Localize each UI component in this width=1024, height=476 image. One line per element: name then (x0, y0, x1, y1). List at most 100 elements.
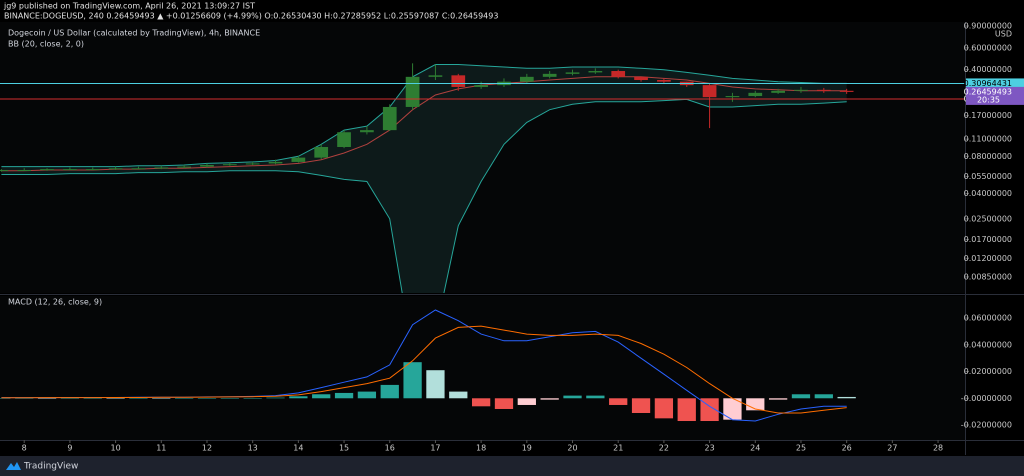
candle-body (85, 169, 100, 171)
ticker: BINANCE:DOGEUSD, 240 0.26459493 ▲ +0.012… (4, 12, 498, 21)
histogram-bar (106, 398, 125, 399)
candle-body (839, 90, 854, 92)
histogram-bar (289, 396, 308, 399)
x-tick-label: 20 (567, 444, 577, 453)
x-tick-label: 25 (796, 444, 806, 453)
histogram-bar (768, 398, 788, 400)
y-tick-label: 0.04000000 (964, 340, 1012, 349)
y-tick-label: 0.02500000 (964, 214, 1012, 223)
candle-body (611, 71, 626, 77)
macd-panel (0, 296, 965, 440)
footer-bar (0, 456, 1024, 476)
histogram-bar (129, 398, 148, 399)
x-tick-label: 15 (339, 444, 349, 453)
histogram-bar (334, 392, 354, 399)
histogram-bar (312, 394, 331, 399)
candle-body (222, 164, 237, 166)
histogram-bar (403, 362, 422, 399)
last-price-label: 0.26459493 (964, 87, 1012, 96)
histogram-bar (266, 397, 285, 399)
y-tick-label: 0.06000000 (964, 314, 1012, 323)
y-tick-label: 0.00850000 (964, 272, 1012, 281)
series-line (1, 98, 847, 293)
candle-body (63, 169, 77, 171)
candle-body (291, 157, 306, 162)
candle-body (268, 161, 283, 164)
histogram-bar (197, 398, 217, 399)
candle-body (154, 167, 169, 169)
candle-body (565, 72, 580, 74)
brand: TradingView (23, 462, 78, 472)
histogram-bar (677, 398, 696, 422)
x-tick-label: 21 (613, 444, 623, 453)
chart-title: Dogecoin / US Dollar (calculated by Trad… (8, 29, 260, 38)
publisher: jg9 published on TradingView.com, April … (3, 2, 255, 11)
histogram-bar (631, 398, 651, 413)
y-tick-label: 0.08000000 (964, 152, 1012, 161)
histogram-bar (152, 398, 171, 399)
x-tick-label: 10 (111, 444, 121, 453)
candle-body (0, 169, 9, 171)
candle-body (382, 106, 397, 131)
y-tick-label: 0.04000000 (964, 189, 1012, 198)
y-tick-label: 0.60000000 (964, 43, 1012, 52)
candle-body (771, 90, 785, 93)
y-tick-label: 0.11000000 (964, 135, 1012, 144)
histogram-bar (494, 398, 514, 409)
series-line (1, 325, 847, 414)
x-tick-label: 17 (430, 444, 440, 453)
candle-body (634, 76, 648, 81)
candle-body (702, 85, 717, 98)
x-tick-label: 16 (385, 444, 395, 453)
candle-body (451, 75, 466, 87)
histogram-bar (60, 398, 80, 399)
countdown: 20:35 (977, 95, 1000, 104)
y-tick-label: 0.02000000 (964, 367, 1012, 376)
x-tick-label: 12 (202, 444, 212, 453)
candle-body (519, 76, 534, 82)
histogram-bar (0, 398, 11, 399)
plot-group (0, 63, 854, 293)
x-tick-label: 28 (933, 444, 943, 453)
candle-body (794, 89, 808, 91)
candle-body (40, 169, 54, 171)
y-tick-label: -0.02000000 (961, 421, 1012, 430)
indicator-label: BB (20, close, 2, 0) (8, 40, 84, 49)
candle-body (657, 80, 671, 82)
histogram-bar (791, 394, 811, 399)
histogram-bar (15, 398, 34, 399)
histogram-bar (563, 395, 582, 399)
x-tick-label: 23 (704, 444, 714, 453)
candle-body (588, 71, 603, 73)
y-tick-label: 0.17000000 (964, 111, 1012, 120)
candle-body (108, 168, 123, 170)
price-label: 0.30964431 (964, 79, 1012, 88)
x-tick-label: 13 (248, 444, 258, 453)
x-tick-label: 26 (842, 444, 852, 453)
y-tick-label: -0.00000000 (961, 394, 1012, 403)
x-tick-label: 9 (67, 444, 72, 453)
candle-body (428, 75, 443, 77)
band-fill (1, 64, 847, 293)
y-tick-label: 0.01700000 (964, 235, 1012, 244)
candle-body (816, 89, 831, 91)
last-price-box (966, 86, 1024, 105)
candle-body (337, 132, 351, 148)
series-line (1, 64, 847, 168)
currency: USD (995, 30, 1012, 39)
histogram-bar (380, 384, 399, 399)
x-tick-label: 11 (156, 444, 166, 453)
histogram-bar (654, 398, 674, 419)
histogram-bar (609, 398, 628, 405)
histogram-bar (357, 391, 377, 399)
candle-body (542, 73, 557, 77)
histogram-bar (220, 398, 239, 399)
histogram-bar (540, 398, 559, 400)
x-tick-label: 24 (750, 444, 760, 453)
histogram-bar (586, 395, 605, 399)
candle-body (17, 169, 32, 171)
plot-group (0, 309, 856, 422)
candle-body (131, 168, 146, 170)
x-tick-label: 8 (22, 444, 27, 453)
